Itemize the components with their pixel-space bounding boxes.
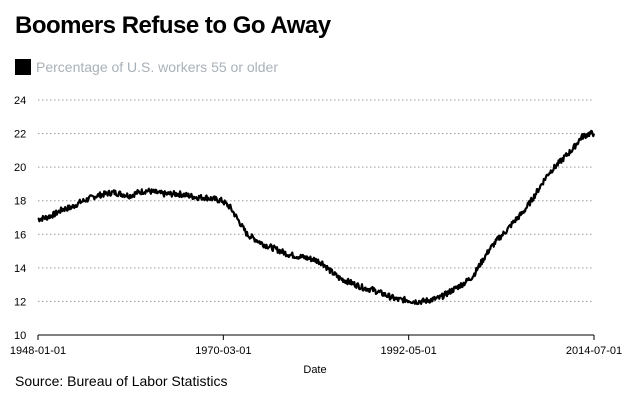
x-tick-label: 1992-05-01 [381,345,437,357]
y-tick-label: 24 [14,95,26,107]
grid-layer [38,99,594,302]
x-tick-label: 2014-07-01 [566,345,622,357]
y-tick-label: 20 [14,162,26,174]
x-axis-title: Date [303,364,326,376]
chart-title: Boomers Refuse to Go Away [15,12,331,39]
source-note: Source: Bureau of Labor Statistics [15,373,228,389]
axis-layer: 10 12 14 16 18 20 22 24 1948-01-01 1970-03-01 1992… [10,95,622,357]
series-layer [37,129,596,306]
legend-label: Percentage of U.S. workers 55 or older [36,59,279,75]
y-tick-label: 12 [14,296,26,308]
x-tick-label: 1948-01-01 [10,345,66,357]
series-line [37,129,596,306]
legend-swatch [15,59,31,75]
y-tick-label: 22 [14,129,26,141]
y-tick-label: 10 [14,330,26,342]
legend: Percentage of U.S. workers 55 or older [15,59,278,75]
y-tick-label: 18 [14,196,26,208]
y-tick-label: 14 [14,263,26,275]
x-tick-label: 1970-03-01 [195,345,251,357]
y-tick-label: 16 [14,229,26,241]
